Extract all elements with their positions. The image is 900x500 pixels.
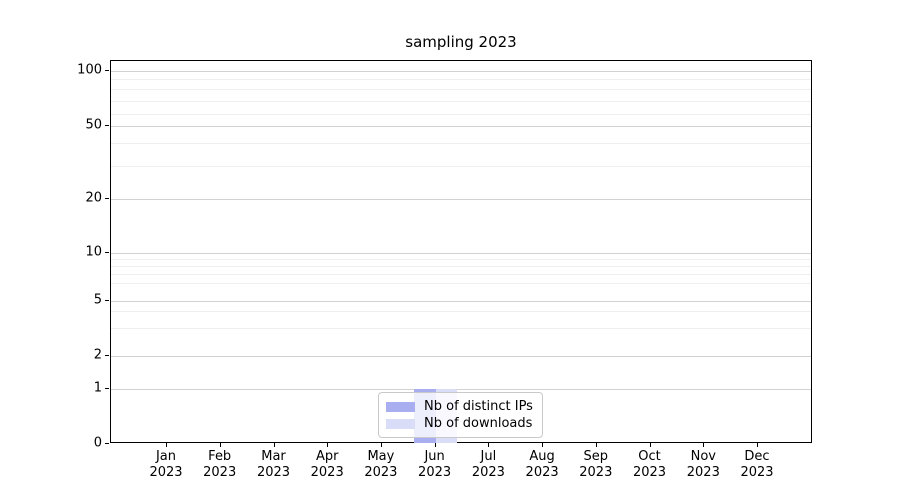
minor-gridline bbox=[111, 143, 811, 144]
major-gridline bbox=[111, 126, 811, 127]
y-tick-mark bbox=[105, 355, 109, 356]
x-tick-label: Jun 2023 bbox=[418, 449, 452, 480]
x-tick-label: Feb 2023 bbox=[203, 449, 237, 480]
x-tick-label: Aug 2023 bbox=[525, 449, 559, 480]
y-tick-mark bbox=[105, 252, 109, 253]
x-tick-mark bbox=[273, 443, 275, 447]
legend-entry: Nb of downloads bbox=[386, 415, 533, 432]
x-tick-label: Oct 2023 bbox=[632, 449, 667, 480]
legend-label: Nb of downloads bbox=[424, 416, 533, 431]
legend-swatch bbox=[386, 418, 415, 429]
legend-label: Nb of distinct IPs bbox=[424, 399, 533, 414]
legend-entry: Nb of distinct IPs bbox=[386, 398, 533, 415]
minor-gridline bbox=[111, 283, 811, 285]
x-tick-label: Nov 2023 bbox=[686, 449, 720, 480]
x-tick-mark bbox=[434, 443, 436, 447]
minor-gridline bbox=[111, 311, 811, 313]
x-tick-label: Dec 2023 bbox=[740, 449, 774, 480]
y-tick-mark bbox=[105, 300, 109, 301]
y-tick-label: 1 bbox=[93, 380, 102, 396]
x-tick-mark bbox=[488, 443, 490, 447]
x-tick-mark bbox=[595, 443, 597, 447]
minor-gridline bbox=[111, 79, 811, 80]
x-tick-label: Mar 2023 bbox=[256, 449, 291, 480]
x-tick-mark bbox=[327, 443, 329, 447]
x-tick-mark bbox=[649, 443, 651, 447]
x-tick-mark bbox=[757, 443, 758, 447]
major-gridline bbox=[111, 199, 811, 200]
major-gridline bbox=[111, 301, 811, 302]
y-tick-mark bbox=[105, 443, 109, 444]
major-gridline bbox=[111, 389, 811, 390]
y-tick-label: 20 bbox=[85, 190, 102, 206]
minor-gridline bbox=[111, 328, 811, 329]
minor-gridline bbox=[111, 113, 811, 115]
x-tick-mark bbox=[219, 443, 221, 447]
minor-gridline bbox=[111, 89, 811, 90]
minor-gridline bbox=[111, 273, 811, 275]
x-tick-label: Jan 2023 bbox=[149, 449, 183, 480]
y-tick-label: 50 bbox=[85, 117, 102, 133]
minor-gridline bbox=[111, 265, 811, 267]
x-tick-label: Apr 2023 bbox=[310, 449, 344, 480]
y-tick-mark bbox=[105, 125, 109, 126]
x-tick-mark bbox=[380, 443, 382, 447]
chart-title: sampling 2023 bbox=[405, 33, 517, 51]
y-tick-label: 10 bbox=[85, 244, 102, 260]
x-tick-label: Sep 2023 bbox=[579, 449, 613, 480]
minor-gridline bbox=[111, 259, 811, 260]
major-gridline bbox=[111, 356, 811, 357]
y-tick-mark bbox=[105, 388, 109, 389]
major-gridline bbox=[111, 253, 811, 254]
minor-gridline bbox=[111, 100, 811, 102]
y-tick-label: 100 bbox=[77, 62, 102, 78]
legend: Nb of distinct IPs Nb of downloads bbox=[378, 392, 543, 438]
plot-area bbox=[110, 60, 812, 443]
y-tick-label: 0 bbox=[93, 435, 102, 451]
y-tick-label: 5 bbox=[93, 292, 102, 308]
x-tick-mark bbox=[703, 443, 705, 447]
x-tick-label: Jul 2023 bbox=[471, 449, 505, 480]
major-gridline bbox=[111, 71, 811, 72]
x-tick-mark bbox=[166, 443, 167, 447]
y-tick-label: 2 bbox=[93, 347, 102, 363]
y-tick-mark bbox=[105, 198, 109, 199]
y-tick-mark bbox=[105, 70, 109, 71]
x-tick-label: May 2023 bbox=[364, 449, 398, 480]
legend-swatch bbox=[386, 401, 415, 412]
minor-gridline bbox=[111, 165, 811, 167]
x-tick-mark bbox=[542, 443, 544, 447]
